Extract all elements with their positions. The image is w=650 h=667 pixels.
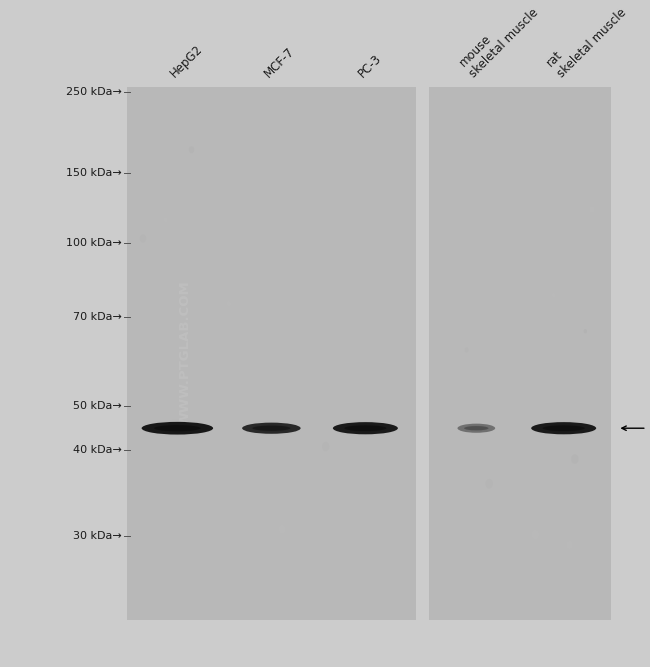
Ellipse shape bbox=[486, 479, 493, 488]
Text: 40 kDa→: 40 kDa→ bbox=[73, 445, 122, 454]
Ellipse shape bbox=[333, 422, 398, 434]
Ellipse shape bbox=[158, 424, 197, 433]
Ellipse shape bbox=[531, 422, 596, 434]
Ellipse shape bbox=[188, 146, 194, 153]
Ellipse shape bbox=[242, 423, 300, 434]
Ellipse shape bbox=[246, 422, 296, 434]
Text: HepG2: HepG2 bbox=[168, 43, 206, 80]
Ellipse shape bbox=[164, 217, 168, 222]
Ellipse shape bbox=[543, 426, 585, 431]
Ellipse shape bbox=[142, 422, 213, 435]
Text: mouse
skeletal muscle: mouse skeletal muscle bbox=[456, 0, 541, 80]
Ellipse shape bbox=[546, 424, 582, 433]
Ellipse shape bbox=[552, 293, 556, 297]
Ellipse shape bbox=[458, 424, 495, 433]
Text: rat
skeletal muscle: rat skeletal muscle bbox=[544, 0, 629, 80]
Ellipse shape bbox=[152, 422, 202, 434]
Ellipse shape bbox=[255, 424, 287, 432]
Ellipse shape bbox=[147, 421, 208, 436]
Ellipse shape bbox=[541, 423, 586, 434]
Ellipse shape bbox=[338, 422, 393, 435]
Ellipse shape bbox=[344, 426, 387, 431]
Bar bbox=[127, 87, 416, 620]
Text: PC-3: PC-3 bbox=[356, 52, 384, 80]
Ellipse shape bbox=[140, 234, 146, 243]
Ellipse shape bbox=[466, 425, 487, 432]
Ellipse shape bbox=[536, 422, 592, 435]
Ellipse shape bbox=[463, 424, 489, 432]
Text: 70 kDa→: 70 kDa→ bbox=[73, 313, 122, 322]
Text: MCF-7: MCF-7 bbox=[262, 45, 298, 80]
Ellipse shape bbox=[251, 423, 292, 434]
Text: 250 kDa→: 250 kDa→ bbox=[66, 87, 122, 97]
Ellipse shape bbox=[227, 301, 231, 307]
Ellipse shape bbox=[567, 541, 573, 549]
Ellipse shape bbox=[584, 329, 587, 334]
Text: 50 kDa→: 50 kDa→ bbox=[73, 401, 122, 410]
Ellipse shape bbox=[348, 424, 383, 433]
Ellipse shape bbox=[343, 423, 388, 434]
Ellipse shape bbox=[154, 426, 201, 432]
Bar bbox=[429, 87, 611, 620]
Ellipse shape bbox=[590, 206, 594, 213]
Ellipse shape bbox=[279, 525, 285, 534]
Ellipse shape bbox=[532, 530, 539, 539]
Text: WWW.PTGLAB.COM: WWW.PTGLAB.COM bbox=[179, 281, 192, 426]
Ellipse shape bbox=[464, 426, 489, 430]
Text: 150 kDa→: 150 kDa→ bbox=[66, 169, 122, 178]
Ellipse shape bbox=[460, 423, 492, 434]
Ellipse shape bbox=[252, 426, 291, 431]
Ellipse shape bbox=[322, 442, 330, 452]
Text: 30 kDa→: 30 kDa→ bbox=[73, 532, 122, 541]
Ellipse shape bbox=[571, 454, 578, 464]
Text: 100 kDa→: 100 kDa→ bbox=[66, 239, 122, 248]
